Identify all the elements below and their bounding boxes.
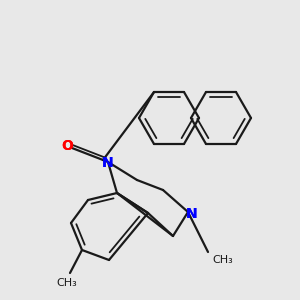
Text: N: N <box>102 156 114 170</box>
Text: N: N <box>102 156 114 170</box>
Text: N: N <box>186 207 198 221</box>
Text: CH₃: CH₃ <box>212 255 233 265</box>
Text: O: O <box>61 139 73 153</box>
Text: O: O <box>61 139 73 153</box>
Text: CH₃: CH₃ <box>57 278 77 288</box>
Text: N: N <box>186 207 198 221</box>
